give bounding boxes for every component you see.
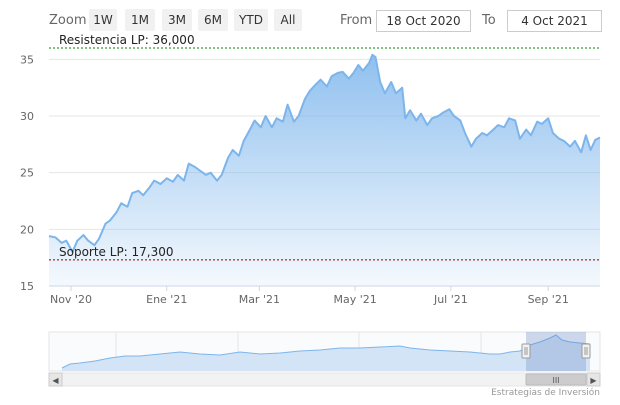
credit-text: Estrategias de Inversión — [491, 388, 600, 398]
y-tick-label: 30 — [20, 110, 34, 123]
x-axis: Nov '20 Ene '21 Mar '21 May '21 Jul '21 Sep '… — [49, 285, 600, 306]
x-tick-label: May '21 — [333, 293, 376, 306]
zoom-6m-button[interactable]: 6M — [198, 9, 228, 31]
zoom-1m-button[interactable]: 1M — [125, 9, 155, 31]
navigator-line — [61, 334, 591, 369]
scrollbar-thumb[interactable] — [525, 373, 587, 386]
y-tick-label: 25 — [20, 167, 34, 180]
scrollbar-left-button[interactable] — [48, 372, 63, 387]
navigator[interactable]: 2014201620182020 — [48, 331, 601, 372]
plot-lines: Resistencia LP: 36,000 Soporte LP: 17,300 — [49, 33, 600, 261]
x-tick-label: Ene '21 — [146, 293, 187, 306]
y-tick-label: 20 — [20, 223, 34, 236]
scrollbar-track — [48, 372, 601, 387]
zoom-3m-button[interactable]: 3M — [162, 9, 192, 31]
zoom-ytd-button[interactable]: YTD — [234, 9, 268, 31]
navigator-area — [62, 335, 590, 371]
x-tick-label: Nov '20 — [50, 293, 92, 306]
price-series — [48, 53, 601, 286]
zoom-label: Zoom — [49, 13, 87, 28]
navigator-right-handle[interactable] — [581, 343, 591, 359]
zoom-all-button[interactable]: All — [274, 9, 302, 31]
y-axis: 15 20 25 30 35 — [20, 53, 34, 293]
x-tick-label: Sep '21 — [528, 293, 569, 306]
scrollbar-grip-icon: III — [552, 376, 559, 385]
x-tick-label: Jul '21 — [433, 293, 468, 306]
price-line — [48, 53, 601, 253]
scrollbar-right-button[interactable] — [586, 372, 601, 387]
navigator-left-handle[interactable] — [521, 343, 531, 359]
scrollbar[interactable]: ◀ ▶ III — [48, 372, 601, 387]
price-area — [49, 54, 600, 286]
from-date-input[interactable]: 18 Oct 2020 — [376, 10, 471, 32]
resistance-label: Resistencia LP: 36,000 — [59, 33, 195, 47]
scroll-right-arrow-icon: ▶ — [590, 376, 597, 385]
to-label: To — [482, 13, 496, 28]
from-label: From — [340, 13, 373, 28]
scroll-left-arrow-icon: ◀ — [52, 376, 59, 385]
to-date-input[interactable]: 4 Oct 2021 — [507, 10, 602, 32]
navigator-selection — [526, 332, 586, 371]
x-tick-label: Mar '21 — [239, 293, 280, 306]
y-tick-label: 15 — [20, 280, 34, 293]
y-tick-label: 35 — [20, 53, 34, 66]
zoom-1w-button[interactable]: 1W — [89, 9, 117, 31]
support-label: Soporte LP: 17,300 — [59, 245, 174, 259]
